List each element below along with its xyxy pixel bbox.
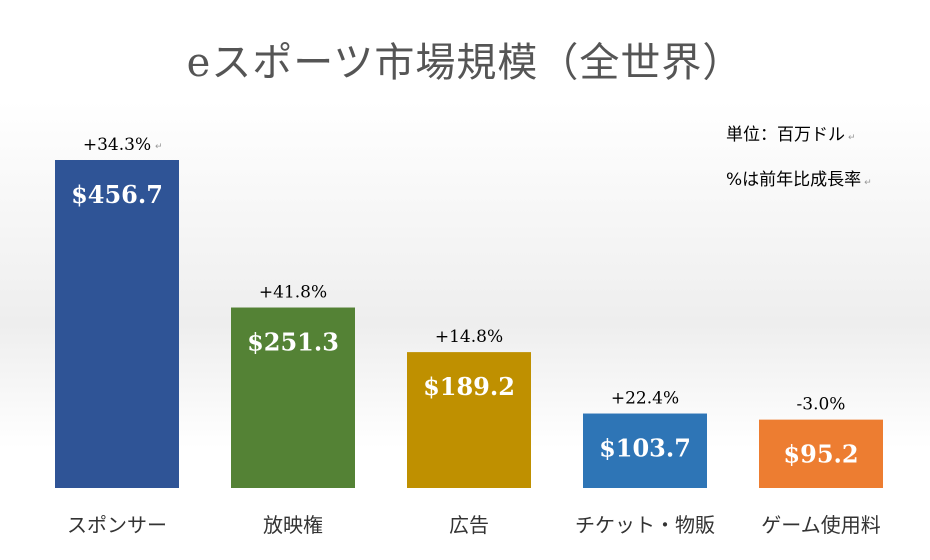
bar-2 (407, 352, 531, 488)
bar-0 (55, 160, 179, 488)
return-mark-icon: ↵ (848, 133, 856, 143)
value-label-2: $189.2 (423, 372, 515, 401)
growth-label-2: +14.8% (435, 327, 503, 347)
unit-note-text: 単位：百万ドル (726, 125, 845, 145)
unit-note: 単位：百万ドル ↵ (726, 120, 856, 145)
growth-note-text: %は前年比成長率 (726, 170, 862, 190)
chart-title: eスポーツ市場規模（全世界） (186, 40, 744, 86)
return-mark-icon: ↵ (864, 178, 872, 188)
value-label-3: $103.7 (599, 434, 691, 463)
growth-label-3: +22.4% (611, 389, 679, 409)
bar-3 (583, 413, 707, 488)
category-label-1: 放映権 (263, 513, 323, 537)
value-label-0: $456.7 (71, 180, 163, 209)
value-label-4: $95.2 (783, 440, 858, 469)
bar-4 (759, 419, 883, 488)
return-mark-icon: ↵ (155, 142, 163, 152)
growth-note: %は前年比成長率 ↵ (726, 165, 872, 190)
growth-label-0: +34.3% (83, 135, 151, 155)
category-label-0: スポンサー (67, 513, 167, 537)
growth-label-1: +41.8% (259, 283, 327, 303)
bar-1 (231, 307, 355, 488)
category-label-3: チケット・物販 (575, 513, 715, 537)
category-label-2: 広告 (449, 513, 489, 537)
growth-label-4: -3.0% (797, 395, 846, 415)
category-label-4: ゲーム使用料 (761, 513, 880, 537)
value-label-1: $251.3 (247, 328, 339, 357)
